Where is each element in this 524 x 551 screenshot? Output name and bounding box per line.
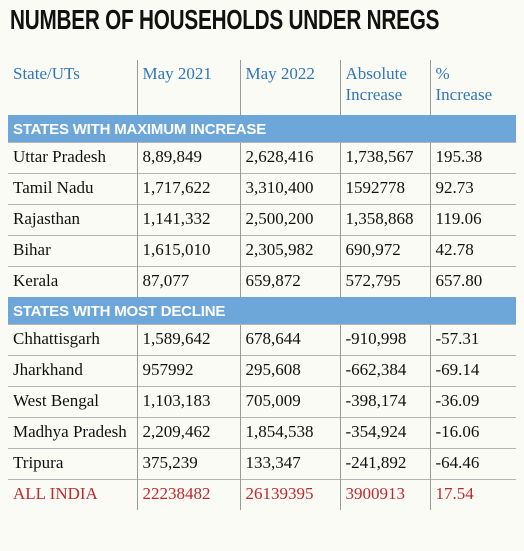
- cell: 3,310,400: [239, 173, 340, 205]
- total-cell: 26139395: [239, 479, 340, 510]
- cell: 957992: [136, 355, 240, 387]
- data-row: West Bengal 1,103,183 705,009 -398,174 -36.0…: [8, 386, 516, 418]
- cell: 2,209,462: [136, 417, 240, 449]
- cell: 92.73: [429, 173, 516, 205]
- cell: 2,500,200: [239, 204, 340, 236]
- cell: 1,854,538: [239, 417, 340, 449]
- cell: 1592778: [339, 173, 430, 205]
- cell: 295,608: [239, 355, 340, 387]
- data-row: Kerala 87,077 659,872 572,795 657.80: [8, 266, 516, 297]
- data-row: Jharkhand 957992 295,608 -662,384 -69.14: [8, 355, 516, 387]
- data-row: Uttar Pradesh 8,89,849 2,628,416 1,738,567 1…: [8, 142, 516, 174]
- cell: -662,384: [339, 355, 430, 387]
- data-row: Tamil Nadu 1,717,622 3,310,400 1592778 92.73: [8, 173, 516, 205]
- cell: -36.09: [429, 386, 516, 418]
- cell: 1,358,868: [339, 204, 430, 236]
- data-row: Rajasthan 1,141,332 2,500,200 1,358,868 119.…: [8, 204, 516, 236]
- cell: 572,795: [339, 266, 430, 297]
- cell: -241,892: [339, 448, 430, 480]
- cell: 1,103,183: [136, 386, 240, 418]
- section-label: STATES WITH MOST DECLINE: [8, 297, 516, 325]
- cell: 2,628,416: [239, 142, 340, 174]
- column-header: May 2021: [136, 60, 240, 115]
- cell: 705,009: [239, 386, 340, 418]
- column-header: Absolute Increase: [339, 60, 430, 115]
- header-row: State/UTs May 2021 May 2022 Absolute Increa…: [8, 60, 516, 115]
- data-row: Madhya Pradesh 2,209,462 1,854,538 -354,924…: [8, 417, 516, 449]
- cell: -354,924: [339, 417, 430, 449]
- column-header: State/UTs: [13, 64, 80, 83]
- section-label: STATES WITH MAXIMUM INCREASE: [8, 115, 516, 143]
- cell: Chhattisgarh: [8, 324, 137, 356]
- total-cell: 17.54: [429, 479, 516, 510]
- total-cell: 3900913: [339, 479, 430, 510]
- cell: 119.06: [429, 204, 516, 236]
- cell: 195.38: [429, 142, 516, 174]
- total-row: ALL INDIA 22238482 26139395 3900913 17.54: [8, 479, 516, 510]
- cell: -69.14: [429, 355, 516, 387]
- cell: Kerala: [8, 266, 137, 297]
- cell: 678,644: [239, 324, 340, 356]
- cell: Rajasthan: [8, 204, 137, 236]
- cell: 8,89,849: [136, 142, 240, 174]
- cell: 1,589,642: [136, 324, 240, 356]
- cell: 657.80: [429, 266, 516, 297]
- data-row: Bihar 1,615,010 2,305,982 690,972 42.78: [8, 235, 516, 267]
- data-table: State/UTs May 2021 May 2022 Absolute Increa…: [8, 60, 516, 510]
- cell: -64.46: [429, 448, 516, 480]
- cell: 1,615,010: [136, 235, 240, 267]
- cell: Jharkhand: [8, 355, 137, 387]
- cell: -16.06: [429, 417, 516, 449]
- section-row: STATES WITH MOST DECLINE: [8, 297, 516, 325]
- cell: Bihar: [8, 235, 137, 267]
- cell: 375,239: [136, 448, 240, 480]
- cell: West Bengal: [8, 386, 137, 418]
- cell: Tripura: [8, 448, 137, 480]
- column-header: May 2022: [239, 60, 340, 115]
- cell: 1,738,567: [339, 142, 430, 174]
- title: NUMBER OF HOUSEHOLDS UNDER NREGS: [10, 4, 440, 35]
- cell: 1,141,332: [136, 204, 240, 236]
- cell: 1,717,622: [136, 173, 240, 205]
- cell: 690,972: [339, 235, 430, 267]
- cell: Madhya Pradesh: [8, 417, 137, 449]
- total-cell: ALL INDIA: [8, 479, 137, 510]
- data-row: Chhattisgarh 1,589,642 678,644 -910,998 -57.…: [8, 324, 516, 356]
- cell: 2,305,982: [239, 235, 340, 267]
- cell: 659,872: [239, 266, 340, 297]
- column-header: % Increase: [429, 60, 516, 115]
- cell: -57.31: [429, 324, 516, 356]
- total-cell: 22238482: [136, 479, 240, 510]
- cell: Uttar Pradesh: [8, 142, 137, 174]
- cell: Tamil Nadu: [8, 173, 137, 205]
- cell: 133,347: [239, 448, 340, 480]
- section-row: STATES WITH MAXIMUM INCREASE: [8, 115, 516, 143]
- cell: 87,077: [136, 266, 240, 297]
- cell: -910,998: [339, 324, 430, 356]
- data-row: Tripura 375,239 133,347 -241,892 -64.46: [8, 448, 516, 480]
- cell: 42.78: [429, 235, 516, 267]
- cell: -398,174: [339, 386, 430, 418]
